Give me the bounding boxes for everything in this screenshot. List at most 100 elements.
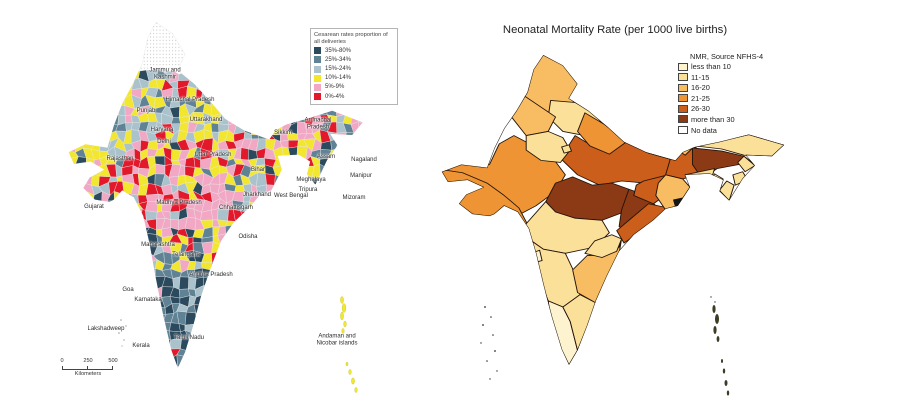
district-cell: [77, 260, 84, 273]
district-cell: [281, 224, 293, 238]
district-cell: [342, 165, 354, 179]
district-cell: [369, 338, 377, 350]
district-cell: [358, 138, 363, 153]
district-cell: [178, 276, 189, 290]
district-cell: [313, 104, 321, 116]
district-cell: [211, 320, 218, 334]
district-cell: [350, 139, 363, 153]
district-cell: [359, 217, 363, 229]
district-cell: [271, 338, 283, 350]
district-cell: [282, 242, 290, 254]
district-cell: [287, 345, 299, 357]
district-cell: [249, 311, 261, 321]
district-cell: [265, 123, 275, 136]
district-cell: [242, 244, 251, 254]
district-cell: [359, 315, 363, 325]
district-cell: [115, 105, 126, 117]
scale-tick-0: 0: [60, 358, 64, 364]
district-cell: [188, 70, 197, 81]
district-cell: [343, 234, 354, 244]
district-cell: [278, 277, 292, 290]
district-cell: [194, 267, 204, 279]
district-cell: [89, 347, 103, 358]
district-cell: [130, 329, 143, 342]
district-cell: [297, 224, 304, 236]
district-cell: [107, 302, 119, 316]
district-cell: [241, 277, 252, 290]
district-cell: [359, 243, 363, 254]
district-cell: [210, 89, 219, 100]
district-cell: [358, 330, 363, 342]
district-cell: [242, 259, 252, 271]
district-cell: [351, 107, 360, 119]
district-cell: [217, 251, 228, 262]
district-cell: [274, 365, 284, 368]
district-cell: [90, 71, 102, 83]
district-cell: [184, 354, 197, 367]
district-cell: [107, 244, 120, 255]
district-cell: [84, 78, 92, 92]
district-cell: [149, 276, 156, 291]
district-cell: [68, 284, 78, 300]
district-cell: [319, 294, 330, 308]
district-cell: [344, 182, 354, 194]
district-cell: [263, 311, 276, 324]
district-cell: [68, 104, 78, 118]
district-cell: [251, 134, 259, 140]
district-cell: [282, 234, 290, 245]
district-cell: [68, 345, 69, 359]
district-cell: [296, 362, 307, 368]
district-cell: [107, 313, 119, 326]
district-cell: [346, 242, 354, 254]
district-cell: [267, 245, 274, 257]
district-cell: [146, 295, 156, 307]
district-cell: [337, 338, 348, 350]
district-cell: [368, 165, 378, 175]
district-cell: [116, 235, 125, 247]
district-cell: [225, 259, 235, 274]
district-cell: [68, 285, 72, 300]
district-cell: [288, 234, 300, 246]
district-cell: [215, 269, 229, 280]
district-cell: [157, 345, 166, 359]
district-cell: [114, 260, 127, 272]
district-cell: [109, 227, 117, 237]
district-cell: [280, 365, 292, 368]
district-cell: [232, 320, 244, 331]
district-cell: [310, 328, 322, 342]
district-cell: [280, 97, 290, 108]
district-cell: [203, 285, 213, 295]
district-cell: [287, 333, 299, 343]
district-cell: [263, 354, 276, 367]
district-cell: [108, 94, 117, 107]
district-cell: [108, 295, 118, 308]
district-cell: [132, 208, 143, 218]
district-cell: [241, 330, 252, 341]
district-cell: [343, 193, 354, 204]
district-cell: [297, 68, 306, 82]
district-cell: [124, 287, 132, 298]
district-cell: [99, 311, 111, 326]
district-cell: [306, 294, 314, 305]
district-cell: [68, 137, 77, 153]
district-cell: [71, 261, 80, 273]
district-cell: [82, 270, 93, 280]
district-cell: [68, 95, 78, 106]
district-cell: [156, 321, 164, 334]
district-cell: [231, 97, 243, 109]
district-cell: [105, 253, 120, 265]
district-cell: [233, 345, 242, 359]
district-cell: [290, 217, 300, 226]
legend-swatch: [314, 56, 321, 64]
district-cell: [329, 313, 336, 323]
district-cell: [287, 173, 301, 186]
district-cell: [137, 268, 151, 280]
district-cell: [226, 293, 236, 308]
district-cell: [232, 77, 244, 91]
district-cell: [115, 225, 125, 237]
district-cell: [366, 366, 378, 375]
district-cell: [260, 95, 267, 107]
district-cell: [255, 262, 268, 274]
district-cell: [156, 355, 166, 367]
district-cell: [90, 306, 102, 313]
